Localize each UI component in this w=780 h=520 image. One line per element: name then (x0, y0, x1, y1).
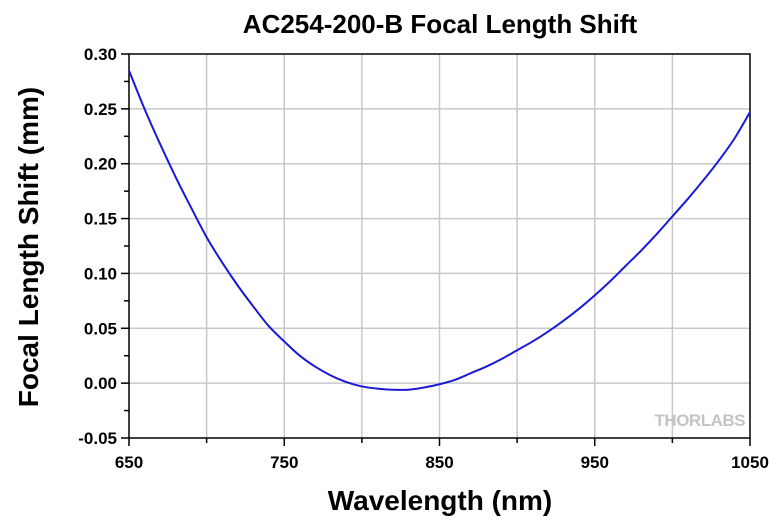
axis-ticks (121, 53, 751, 446)
x-tick-label: 850 (425, 453, 453, 472)
chart-title: AC254-200-B Focal Length Shift (243, 9, 638, 39)
y-tick-label: -0.05 (78, 429, 117, 448)
y-tick-label: 0.25 (84, 100, 117, 119)
x-tick-label: 650 (115, 453, 143, 472)
x-tick-label: 750 (270, 453, 298, 472)
x-tick-label: 1050 (731, 453, 769, 472)
y-tick-label: 0.15 (84, 210, 117, 229)
y-axis-title: Focal Length Shift (mm) (13, 87, 44, 407)
y-tick-labels: -0.05 0.00 0.05 0.10 0.15 0.20 0.25 0.30 (78, 45, 117, 448)
series-line (128, 70, 751, 391)
y-tick-label: 0.30 (84, 45, 117, 64)
x-axis-title: Wavelength (nm) (328, 485, 553, 516)
series-layer (128, 70, 751, 391)
watermark-text: THORLABS (655, 411, 746, 430)
x-tick-label: 950 (581, 453, 609, 472)
x-tick-labels: 650 750 850 950 1050 (115, 453, 769, 472)
y-tick-label: 0.10 (84, 264, 117, 283)
y-tick-label: 0.00 (84, 374, 117, 393)
y-tick-label: 0.20 (84, 155, 117, 174)
thorlabs-watermark: THORLABS (655, 411, 746, 430)
grid (129, 54, 750, 438)
y-tick-label: 0.05 (84, 319, 117, 338)
